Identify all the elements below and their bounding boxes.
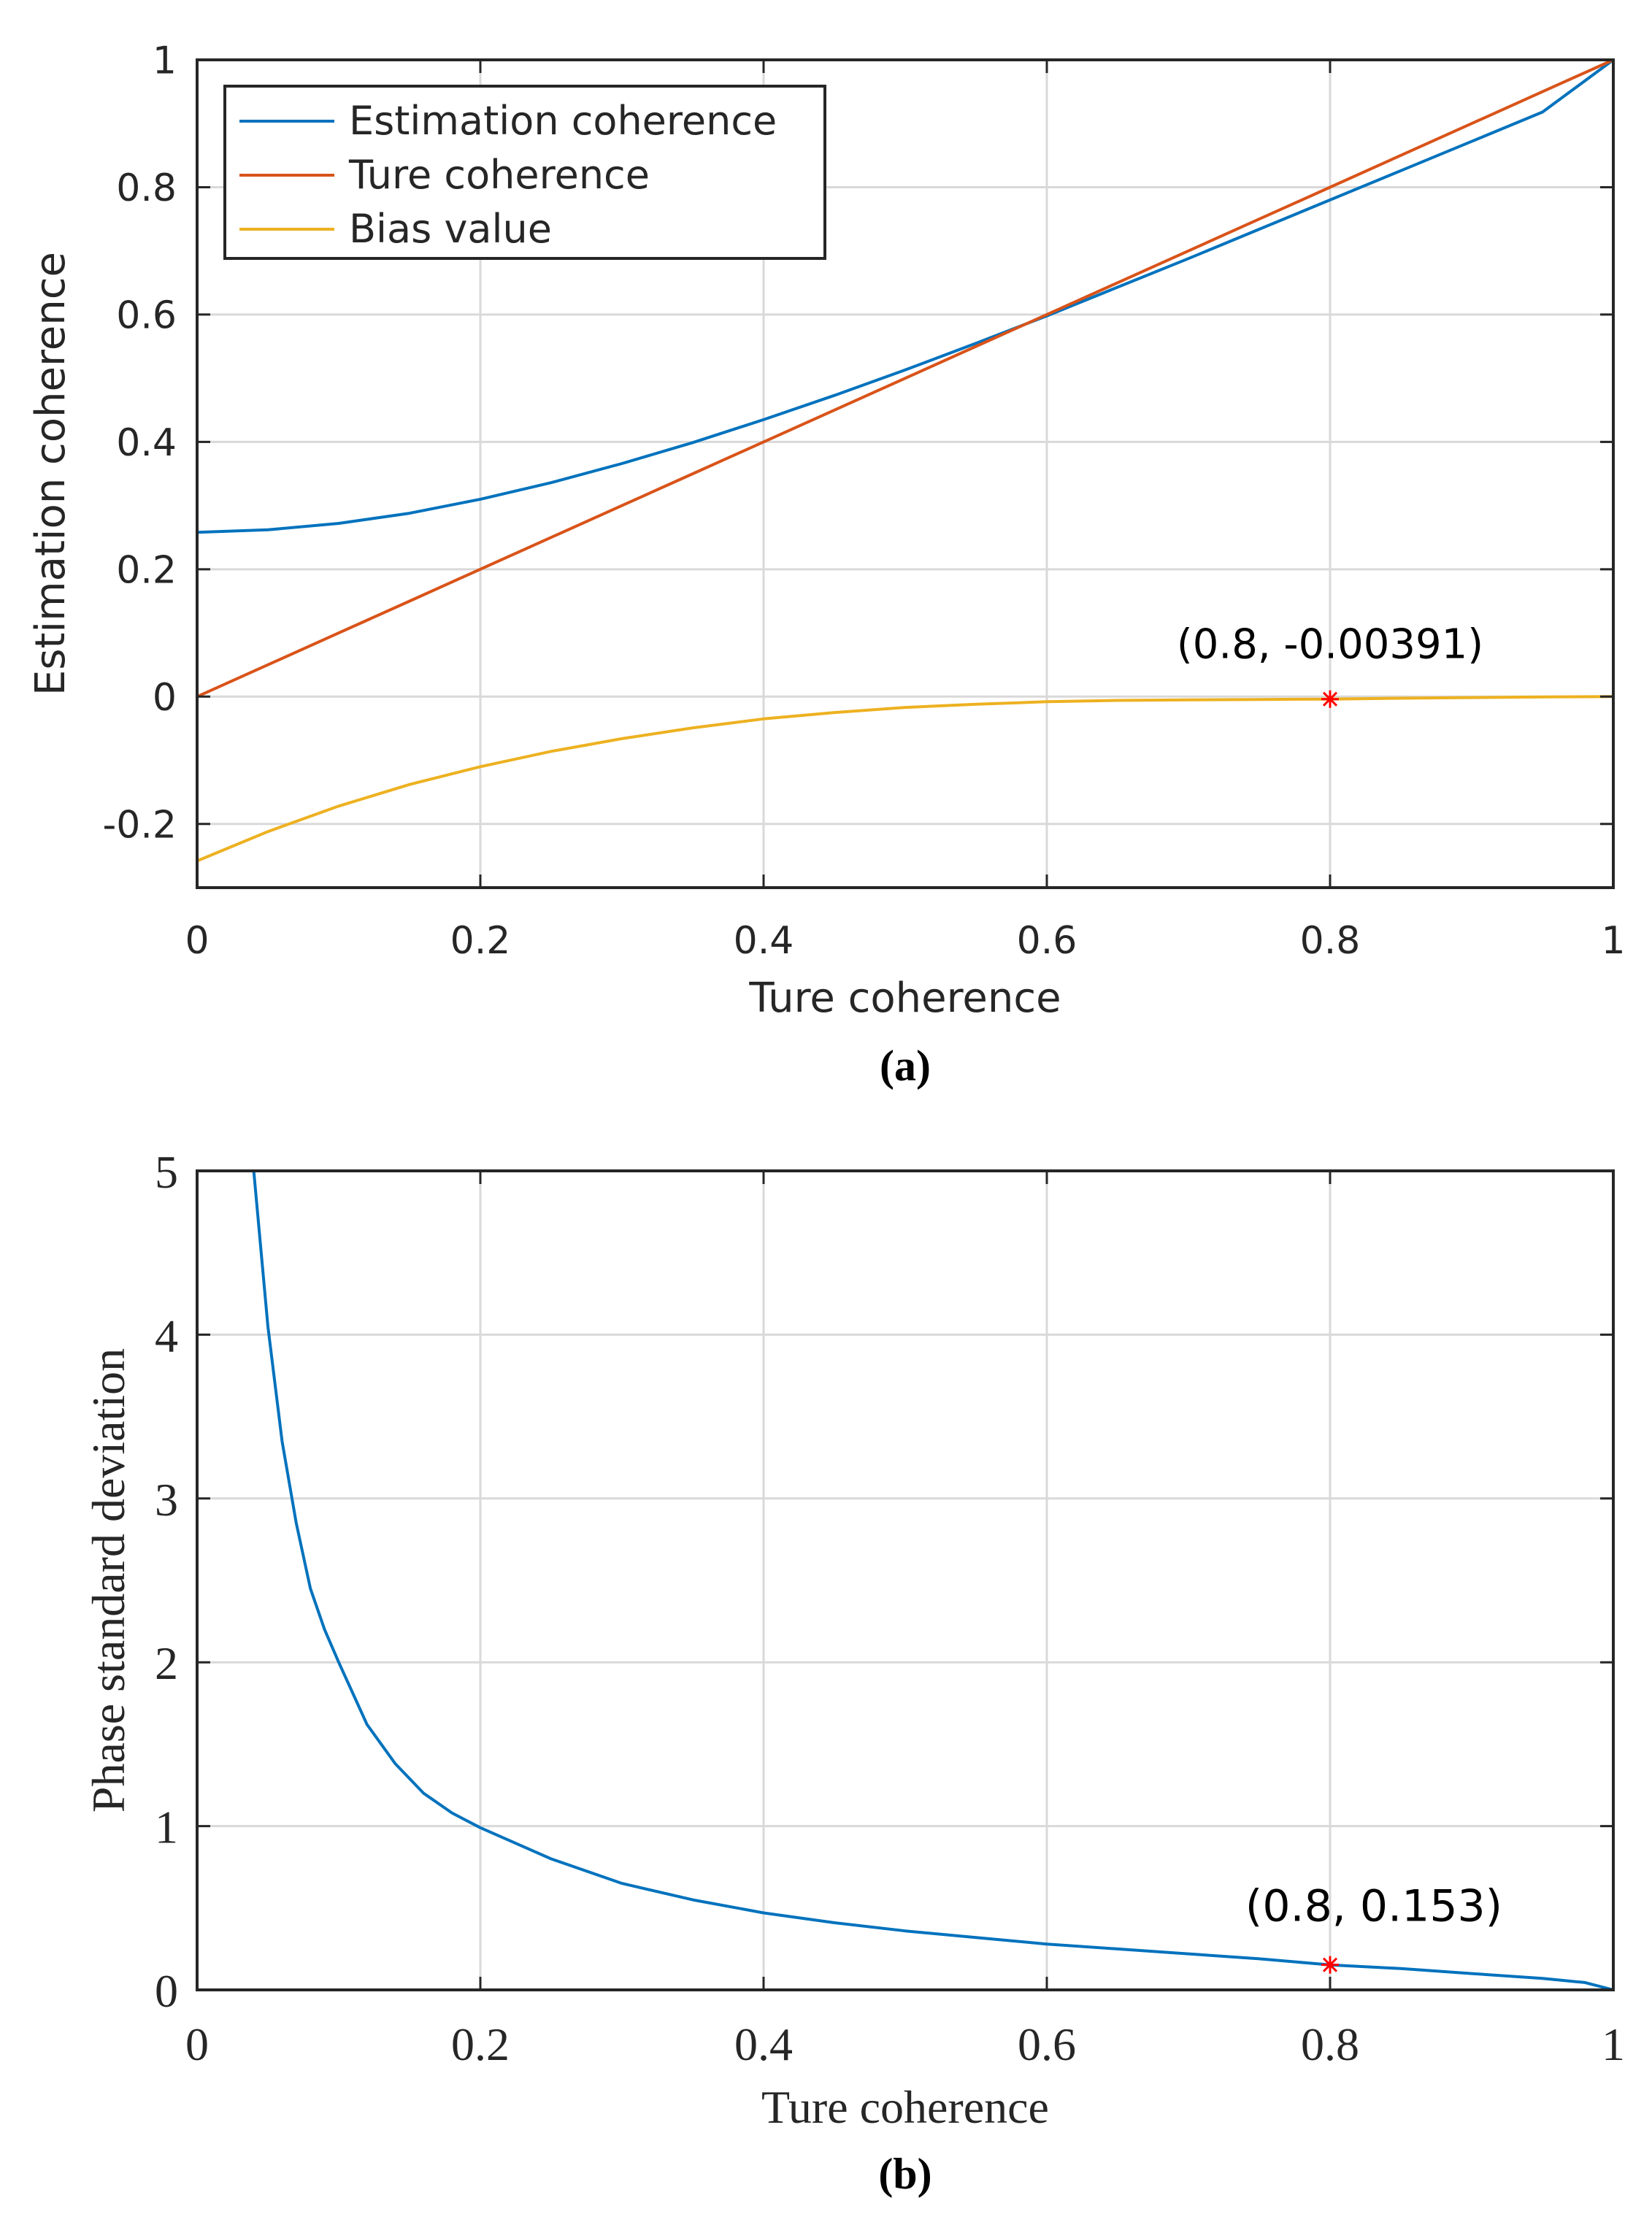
annotation-marker-asterisk bbox=[1321, 690, 1339, 708]
y-tick-label: -0.2 bbox=[103, 803, 177, 847]
x-tick-label: 0.6 bbox=[1017, 919, 1077, 963]
y-axis-label-a: Estimation coherence bbox=[27, 252, 74, 696]
legend-entry-label: Ture coherence bbox=[348, 152, 650, 198]
plot-frame-b bbox=[196, 1169, 1615, 1991]
annotation-label-a: (0.8, -0.00391) bbox=[1177, 621, 1483, 669]
x-tick-label: 0.6 bbox=[1018, 2018, 1076, 2070]
grid-a bbox=[197, 60, 1613, 888]
legend: Estimation coherence Ture coherence Bias v… bbox=[223, 85, 826, 260]
x-tick-label: 0.8 bbox=[1300, 919, 1361, 963]
x-tick-label: 0.4 bbox=[734, 2018, 793, 2070]
panel-label-a: (a) bbox=[880, 1042, 931, 1090]
x-tick-label: 0.2 bbox=[451, 2018, 510, 2070]
y-tick-label: 0.4 bbox=[116, 421, 177, 465]
x-axis-label-a: Ture coherence bbox=[748, 975, 1061, 1022]
x-tick-label: 1 bbox=[1601, 919, 1625, 963]
annotation-label-b: (0.8, 0.153) bbox=[1245, 1881, 1502, 1932]
series-line-phase-standard-deviation bbox=[252, 1170, 1614, 1991]
annotation-marker-asterisk bbox=[1321, 1956, 1339, 1974]
panel-label-b: (b) bbox=[878, 2150, 931, 2198]
y-tick-label: 1 bbox=[153, 39, 177, 83]
asterisk-stroke bbox=[1322, 1957, 1338, 1972]
x-axis-label-b: Ture coherence bbox=[761, 2081, 1049, 2133]
y-tick-label: 5 bbox=[155, 1146, 178, 1198]
series-layer-b bbox=[252, 1170, 1614, 1991]
y-tick-label: 2 bbox=[155, 1637, 178, 1689]
legend-entry-label: Estimation coherence bbox=[349, 98, 777, 144]
x-tick-label: 0 bbox=[185, 2018, 209, 2070]
asterisk-stroke bbox=[1322, 691, 1338, 707]
chart-panel-b: 0 0.2 0.4 0.6 0.8 1 0 1 2 3 4 5 (0.8, 0.153) Ture c… bbox=[82, 1146, 1625, 2198]
x-tick-label: 0.2 bbox=[450, 919, 511, 963]
y-tick-label: 0.6 bbox=[116, 294, 177, 338]
y-tick-label: 4 bbox=[155, 1310, 178, 1361]
x-tick-label: 0.4 bbox=[734, 919, 794, 963]
legend-entry-label: Bias value bbox=[349, 206, 552, 252]
y-tick-label: 0 bbox=[153, 676, 177, 720]
y-tick-label: 0.8 bbox=[116, 166, 177, 210]
y-tick-label: 0.2 bbox=[116, 549, 177, 593]
series-line-ture-coherence bbox=[196, 58, 1614, 699]
plot-frame-a bbox=[196, 58, 1615, 889]
x-tick-label: 0 bbox=[185, 919, 209, 963]
y-tick-label: 1 bbox=[155, 1802, 178, 1853]
y-tick-label: 3 bbox=[155, 1474, 178, 1526]
y-tick-label: 0 bbox=[155, 1965, 178, 2017]
ticks-b: 0 0.2 0.4 0.6 0.8 1 0 1 2 3 4 5 bbox=[155, 1146, 1625, 2070]
series-line-bias-value bbox=[196, 695, 1614, 863]
series-line-estimation-coherence bbox=[196, 58, 1615, 534]
x-tick-label: 1 bbox=[1602, 2018, 1625, 2070]
x-tick-label: 0.8 bbox=[1301, 2018, 1359, 2070]
grid-b bbox=[197, 1171, 1613, 1990]
chart-panel-a: 0 0.2 0.4 0.6 0.8 1 -0.2 0 0.2 0.4 0.6 0.8 1 Estimat… bbox=[27, 39, 1626, 1090]
series-layer-a bbox=[196, 58, 1615, 863]
ticks-a: 0 0.2 0.4 0.6 0.8 1 -0.2 0 0.2 0.4 0.6 0.8 1 bbox=[103, 39, 1626, 963]
y-axis-label-b: Phase standard deviation bbox=[82, 1348, 134, 1813]
